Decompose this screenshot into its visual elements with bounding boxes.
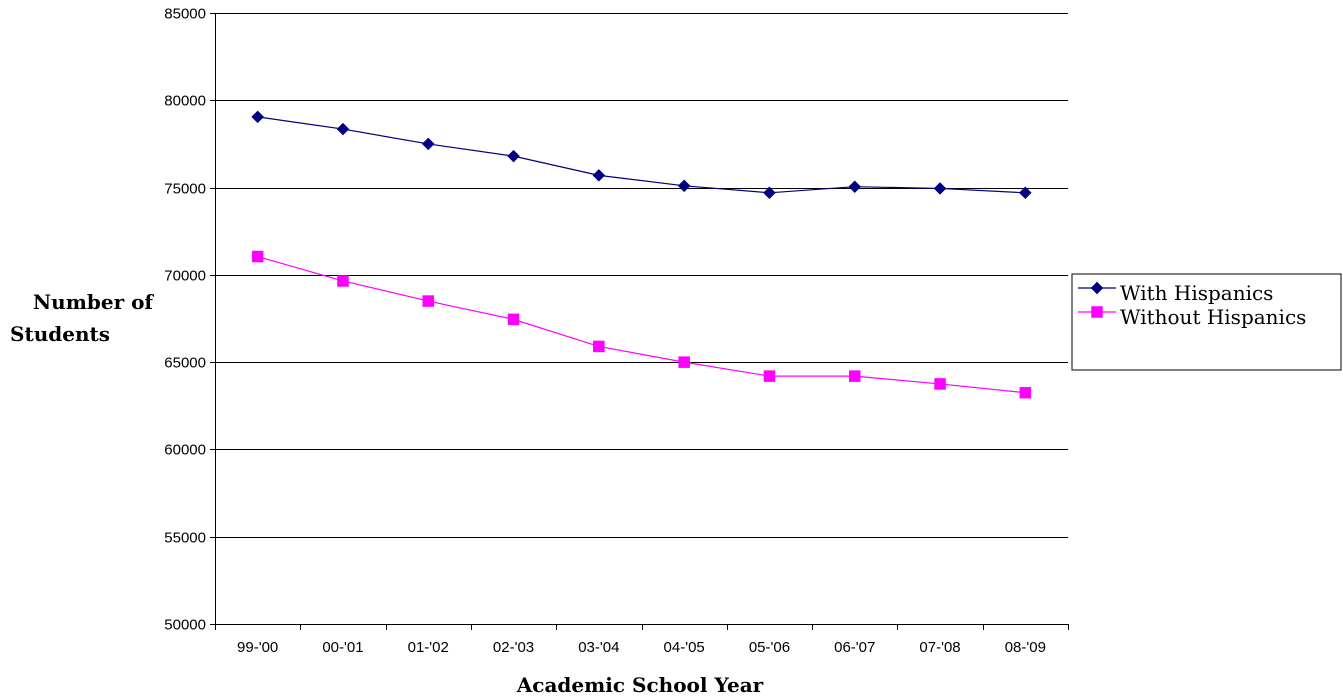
legend-marker	[1091, 306, 1103, 318]
x-tick-label: 06-'07	[834, 639, 875, 656]
data-point	[421, 137, 435, 151]
data-point	[1019, 386, 1032, 399]
legend-box	[1071, 273, 1342, 371]
gridlines	[215, 13, 1068, 538]
data-point	[678, 356, 690, 368]
data-point	[593, 340, 605, 353]
x-tick-label: 01-'02	[408, 639, 449, 656]
x-tick-label: 99-'00	[237, 639, 278, 656]
data-point	[507, 313, 520, 326]
y-axis-title: Number of Students	[10, 290, 160, 346]
y-tick-label: 55000	[164, 530, 206, 547]
series	[251, 110, 1032, 399]
legend-entry: With Hispanics	[1078, 281, 1273, 305]
series-line	[257, 116, 1026, 194]
x-tick-label: 03-'04	[578, 639, 619, 656]
y-tick-label: 50000	[164, 617, 206, 634]
legend-label: Without Hispanics	[1120, 305, 1306, 329]
data-point	[849, 370, 861, 382]
data-point	[507, 149, 520, 163]
data-point	[336, 122, 350, 136]
data-point	[848, 180, 862, 194]
y-axis-title-line-2: Students	[10, 322, 110, 346]
x-tick-labels: 99-'00 00-'01 01-'02 02-'03 03-'04 04-'05 05-'…	[237, 639, 1046, 656]
data-point	[763, 370, 776, 382]
x-tick-label: 00-'01	[322, 639, 363, 656]
legend-label: With Hispanics	[1120, 281, 1273, 305]
data-point	[763, 186, 776, 200]
x-tick-label: 04-'05	[664, 639, 705, 656]
y-tick-label: 60000	[164, 442, 206, 459]
data-point	[1018, 186, 1032, 200]
x-tick-label: 05-'06	[749, 639, 790, 656]
data-point	[422, 295, 434, 307]
data-point	[251, 250, 264, 263]
y-tick-label: 85000	[164, 6, 206, 23]
data-point	[592, 168, 606, 182]
series-line	[257, 255, 1026, 394]
x-tick-label: 07-'08	[919, 639, 960, 656]
data-point	[337, 275, 349, 287]
y-axis-title-line-1: Number of	[33, 290, 155, 314]
axes	[210, 13, 1069, 630]
y-tick-label: 65000	[164, 355, 206, 372]
data-point	[251, 110, 265, 124]
series-without-hispanics	[251, 250, 1032, 399]
y-tick-label: 80000	[164, 93, 206, 110]
data-point	[933, 182, 947, 195]
data-point	[934, 378, 946, 390]
y-tick-label: 70000	[164, 268, 206, 285]
series-with-hispanics	[251, 110, 1032, 200]
x-tick-label: 02-'03	[493, 639, 534, 656]
y-tick-label: 75000	[164, 181, 206, 198]
x-axis-title: Academic School Year	[516, 673, 764, 697]
legend-marker	[1090, 281, 1104, 295]
y-tick-labels: 50000 55000 60000 65000 70000 75000 80000 85000	[164, 6, 206, 634]
data-point	[677, 179, 691, 193]
legend-entry: Without Hispanics	[1078, 305, 1306, 329]
x-tick-label: 08-'09	[1005, 639, 1046, 656]
